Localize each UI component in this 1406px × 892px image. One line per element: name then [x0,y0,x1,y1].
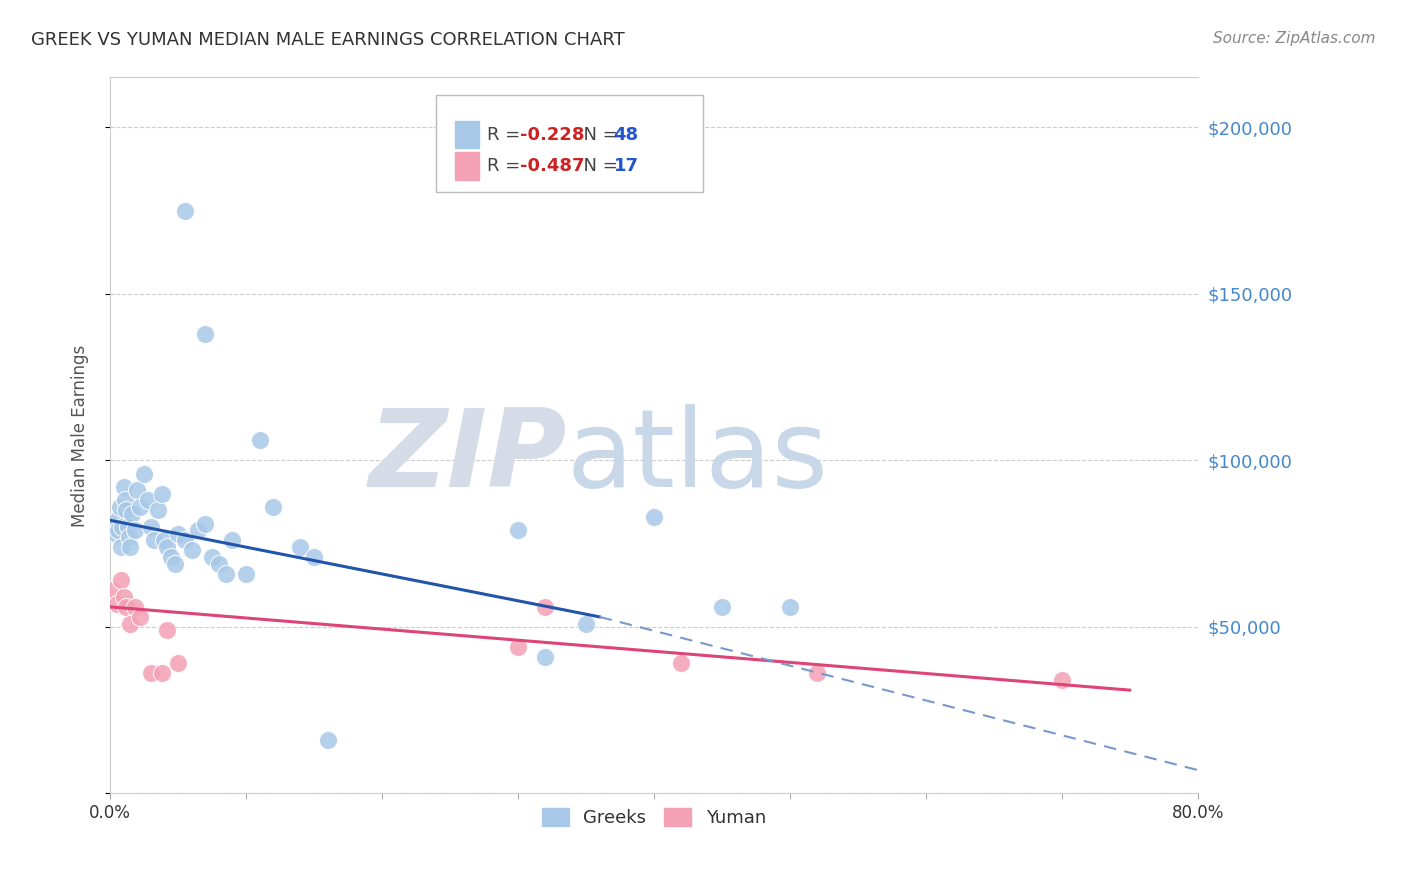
FancyBboxPatch shape [456,121,479,148]
Point [104,526,127,541]
Point [153,533,176,548]
FancyBboxPatch shape [436,95,703,192]
Point [107,524,129,538]
Point [165,557,187,571]
Point [167,657,190,671]
Point [194,326,217,341]
Point [534,599,557,614]
Point [117,520,139,534]
Point [112,590,135,604]
Text: 17: 17 [613,157,638,175]
Point [146,503,169,517]
Y-axis label: Median Male Earnings: Median Male Earnings [72,344,89,526]
Point [115,503,138,517]
Legend: Greeks, Yuman: Greeks, Yuman [534,801,773,834]
Point [160,549,183,564]
Point [101,583,124,598]
Point [806,666,828,681]
Text: R =: R = [488,157,526,175]
Point [129,500,152,514]
Point [136,493,159,508]
Point [115,599,138,614]
Point [534,649,557,664]
Point [506,640,529,654]
Point [156,623,179,637]
Point [120,540,142,554]
Point [129,610,152,624]
Text: atlas: atlas [567,404,830,510]
Point [120,616,142,631]
Point [194,516,217,531]
Point [139,520,162,534]
Point [105,513,128,527]
Point [187,524,209,538]
Point [214,566,236,581]
Point [167,526,190,541]
Text: -0.487: -0.487 [520,157,585,175]
FancyBboxPatch shape [456,153,479,179]
Point [127,483,149,498]
Point [173,533,195,548]
Point [221,533,243,548]
Text: -0.228: -0.228 [520,126,585,144]
Point [262,500,284,514]
Point [139,666,162,681]
Point [105,597,128,611]
Point [114,493,136,508]
Point [643,510,665,524]
Point [669,657,692,671]
Point [132,467,155,481]
Point [1050,673,1073,687]
Point [142,533,165,548]
Point [208,557,231,571]
Text: 48: 48 [613,126,638,144]
Point [112,480,135,494]
Point [124,524,146,538]
Point [121,507,143,521]
Point [575,616,598,631]
Point [150,666,173,681]
Point [316,733,339,747]
Point [110,540,132,554]
Point [249,434,271,448]
Point [108,500,131,514]
Point [201,549,224,564]
Text: Source: ZipAtlas.com: Source: ZipAtlas.com [1212,31,1375,46]
Point [124,599,146,614]
Point [506,524,529,538]
Point [173,203,195,218]
Text: GREEK VS YUMAN MEDIAN MALE EARNINGS CORRELATION CHART: GREEK VS YUMAN MEDIAN MALE EARNINGS CORR… [31,31,624,49]
Point [290,540,312,554]
Point [180,543,202,558]
Point [118,530,141,544]
Text: N =: N = [572,157,624,175]
Point [110,573,132,587]
Point [103,520,125,534]
Point [779,599,801,614]
Point [235,566,257,581]
Text: N =: N = [572,126,624,144]
Point [302,549,325,564]
Text: ZIP: ZIP [368,404,567,510]
Point [710,599,733,614]
Point [150,486,173,500]
Point [111,520,134,534]
Text: R =: R = [488,126,526,144]
Point [156,540,179,554]
